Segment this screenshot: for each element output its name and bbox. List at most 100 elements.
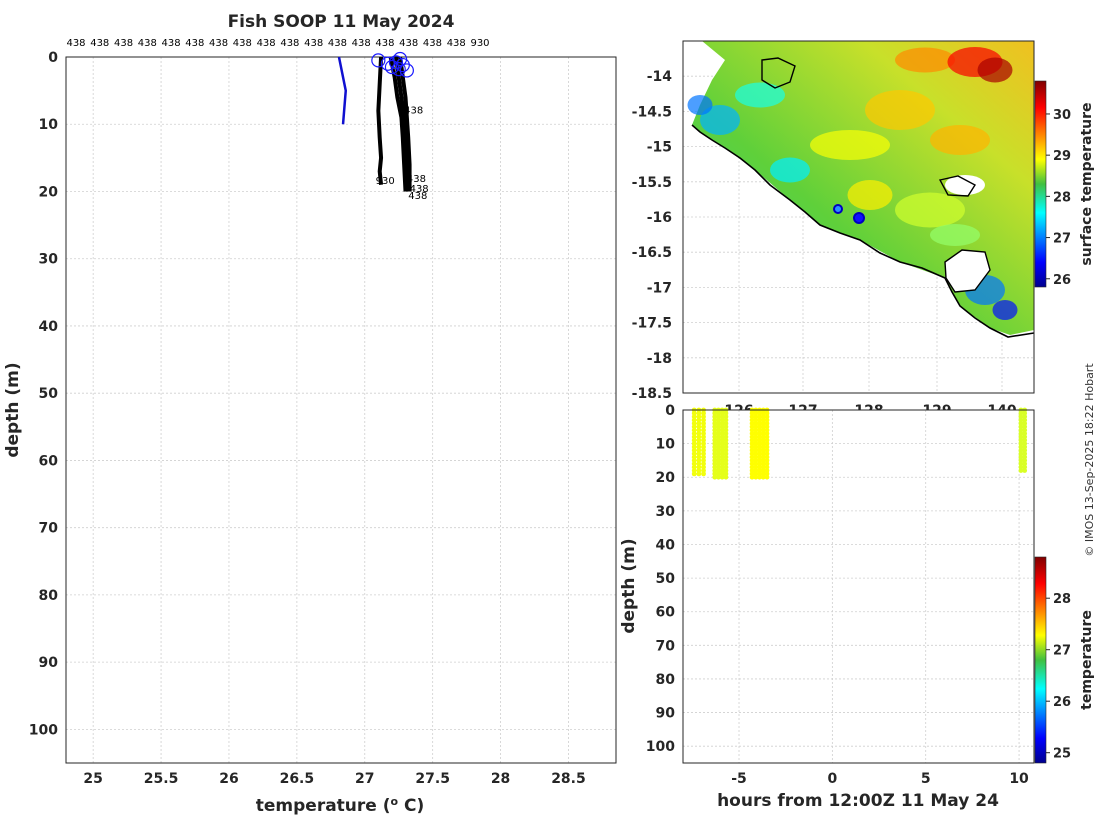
cast-sample xyxy=(723,417,729,423)
cast-sample xyxy=(764,447,770,453)
cast-sample xyxy=(749,410,755,416)
x-tick-label: 25 xyxy=(83,771,102,787)
cast-sample xyxy=(716,471,721,477)
cast-sample xyxy=(1018,468,1024,473)
time-depth-y-axis-label: depth (m) xyxy=(619,538,639,633)
cast-sample xyxy=(716,410,721,416)
profile-line-438-b xyxy=(388,56,408,192)
cast-sample xyxy=(764,421,770,426)
time-y-tick-label: 10 xyxy=(656,437,676,453)
cast-sample xyxy=(764,468,770,473)
cast-sample xyxy=(1018,451,1024,457)
time-y-tick-label: 0 xyxy=(665,403,675,419)
cast-sample xyxy=(760,434,766,440)
cast-markers xyxy=(691,407,1028,480)
cast-sample xyxy=(760,471,766,477)
time-y-tick-label: 80 xyxy=(656,672,676,688)
cast-sample xyxy=(753,444,759,450)
surface-marker xyxy=(371,53,386,68)
cast-sample xyxy=(712,437,718,443)
cast-sample xyxy=(723,447,729,453)
cast-sample xyxy=(1022,424,1028,430)
map-y-tick-label: -18.5 xyxy=(632,386,672,402)
temperature-colorbar-tick-label: 27 xyxy=(1053,644,1071,659)
cast-sample xyxy=(764,458,770,463)
surface-marker xyxy=(392,51,408,67)
profile-line-930 xyxy=(337,56,348,125)
cast-sample xyxy=(691,417,697,423)
cast-sample xyxy=(764,414,770,420)
temperature-patch xyxy=(847,180,893,210)
temperature-patch xyxy=(810,130,890,160)
profile-label: 438 xyxy=(404,105,423,116)
cast-sample xyxy=(712,417,718,423)
cast-sample xyxy=(712,468,718,473)
top-platform-labels: 438 438 438 438 438 438 438 438 438 438 438 438 438 4… xyxy=(66,38,489,49)
surface-markers xyxy=(371,51,414,78)
cast-sample xyxy=(753,417,759,423)
cast-sample xyxy=(1018,431,1024,436)
temperature-colorbar-ticks: 25 26 27 28 xyxy=(1046,592,1071,762)
map-panel: -14 -14.5 -15 -15.5 -16 -16.5 -17 -17.5 -18 -18.5… xyxy=(632,40,1095,419)
platform-label: 438 xyxy=(66,38,85,49)
cast-sample xyxy=(719,461,725,467)
cast-sample xyxy=(719,454,725,460)
y-tick-label: 90 xyxy=(39,655,59,671)
cast-sample xyxy=(764,454,770,460)
cast-sample xyxy=(760,454,766,460)
platform-label: 438 xyxy=(209,38,228,49)
cast-sample xyxy=(716,474,721,480)
cast-sample xyxy=(753,414,759,420)
cast-sample xyxy=(749,417,755,423)
cast-sample xyxy=(764,464,770,470)
temperature-patches xyxy=(687,47,1018,320)
cast-sample xyxy=(749,458,755,463)
map-y-ticks: -14 -14.5 -15 -15.5 -16 -16.5 -17 -17.5 -18 -18.5 xyxy=(632,69,673,402)
cast-sample xyxy=(716,464,721,470)
cast-sample xyxy=(723,427,729,433)
profile-line-438-d xyxy=(398,56,412,192)
cast-sample xyxy=(723,458,729,463)
platform-label: 438 xyxy=(375,38,394,49)
track-point xyxy=(853,212,865,224)
cast-sample xyxy=(757,468,762,473)
cast-sample xyxy=(1018,454,1024,460)
cast-sample xyxy=(719,458,725,463)
cast-sample xyxy=(696,427,702,433)
cast-sample xyxy=(723,424,729,430)
cast-sample xyxy=(764,427,770,433)
cast-sample xyxy=(749,451,755,457)
cast-sample xyxy=(696,410,702,416)
cast-sample xyxy=(723,464,729,470)
cast-sample xyxy=(757,447,762,453)
cast-sample xyxy=(691,427,697,433)
cast-sample xyxy=(691,437,697,443)
cast-sample xyxy=(760,410,766,416)
cast-sample xyxy=(753,434,759,440)
cast-sample xyxy=(764,410,770,416)
cast-sample xyxy=(749,424,755,430)
profile-x-ticks: 25 25.5 26 26.5 27 27.5 28 28.5 xyxy=(83,771,585,787)
time-y-tick-label: 70 xyxy=(656,638,676,654)
time-x-tick-label: 10 xyxy=(1009,771,1029,787)
temperature-patch xyxy=(687,95,713,115)
cast-sample xyxy=(757,471,762,477)
cast-sample xyxy=(757,454,762,460)
cast-sample xyxy=(753,451,759,457)
cast-sample xyxy=(696,471,702,477)
cast-sample xyxy=(696,437,702,443)
cast-sample xyxy=(701,447,706,453)
cast-sample xyxy=(1018,458,1024,463)
time-depth-x-axis-label: hours from 12:00Z 11 May 24 xyxy=(717,791,999,811)
cast-sample xyxy=(1018,417,1024,423)
profile-label: 438 xyxy=(407,174,426,185)
platform-label: 438 xyxy=(399,38,418,49)
cast-sample xyxy=(749,464,755,470)
cast-sample xyxy=(1018,434,1024,440)
temperature-colorbar-label: temperature xyxy=(1079,610,1095,710)
time-depth-x-ticks: -5 0 5 10 xyxy=(731,771,1029,787)
cast-sample xyxy=(749,427,755,433)
cast-sample xyxy=(701,424,706,430)
temperature-patch xyxy=(735,82,785,108)
temperature-colorbar xyxy=(1034,556,1047,764)
